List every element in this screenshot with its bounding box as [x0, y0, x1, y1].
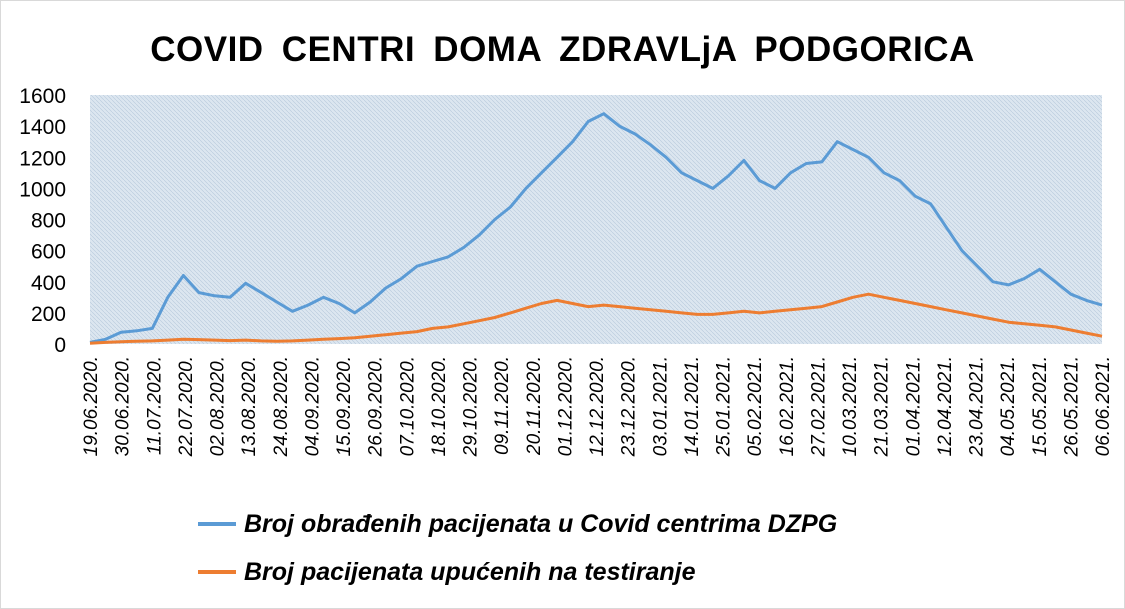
x-tick-label: 13.08.2020.: [239, 356, 260, 456]
x-tick-label: 05.02.2021.: [745, 356, 766, 456]
legend-label-referred: Broj pacijenata upućenih na testiranje: [244, 557, 696, 586]
y-tick-label: 1400: [19, 116, 66, 139]
y-tick-label: 0: [54, 334, 66, 357]
legend-item-referred: Broj pacijenata upućenih na testiranje: [198, 548, 837, 596]
y-tick-label: 400: [31, 272, 66, 295]
x-tick-label: 02.08.2020.: [208, 356, 229, 456]
series-line-1: [89, 292, 1103, 345]
x-tick-label: 21.03.2021.: [872, 356, 893, 457]
y-tick-label: 800: [31, 210, 66, 233]
x-tick-label: 04.09.2020.: [302, 356, 323, 456]
x-tick-label: 19.06.2020.: [81, 356, 102, 456]
x-tick-label: 16.02.2021.: [777, 356, 798, 456]
x-tick-label: 11.07.2020.: [144, 356, 165, 455]
x-tick-label: 23.12.2020.: [619, 356, 640, 457]
legend-label-processed: Broj obrađenih pacijenata u Covid centri…: [244, 509, 838, 538]
x-tick-label: 26.09.2020.: [366, 356, 387, 457]
legend-line-orange: [198, 570, 236, 574]
plot-area: [90, 95, 1102, 344]
legend-item-processed: Broj obrađenih pacijenata u Covid centri…: [198, 500, 837, 548]
x-tick-label: 01.12.2020.: [555, 356, 576, 456]
y-tick-label: 200: [31, 303, 66, 326]
x-tick-label: 07.10.2020.: [397, 356, 418, 456]
x-tick-label: 18.10.2020.: [429, 356, 450, 456]
x-tick-label: 09.11.2020.: [492, 356, 513, 455]
y-tick-label: 600: [31, 241, 66, 264]
y-tick-label: 1000: [19, 178, 66, 201]
x-tick-label: 24.08.2020.: [271, 356, 292, 457]
chart-legend: Broj obrađenih pacijenata u Covid centri…: [198, 500, 837, 596]
y-tick-label: 1200: [19, 147, 66, 170]
x-tick-label: 30.06.2020.: [113, 356, 134, 456]
x-tick-label: 10.03.2021.: [840, 356, 861, 456]
x-tick-label: 06.06.2021.: [1093, 356, 1114, 456]
x-tick-label: 27.02.2021.: [808, 356, 829, 457]
x-tick-label: 12.04.2021.: [935, 356, 956, 456]
x-tick-label: 12.12.2020.: [587, 356, 608, 456]
chart-title: COVID CENTRI DOMA ZDRAVLjA PODGORICA: [150, 30, 975, 69]
x-tick-label: 20.11.2020.: [524, 356, 545, 456]
x-tick-label: 29.10.2020.: [461, 356, 482, 457]
x-tick-label: 22.07.2020.: [176, 356, 197, 457]
series-line-0: [89, 112, 1103, 344]
x-tick-label: 15.05.2021.: [1030, 356, 1051, 456]
x-tick-label: 26.05.2021.: [1061, 356, 1082, 457]
x-tick-label: 04.05.2021.: [998, 356, 1019, 456]
x-tick-label: 15.09.2020.: [334, 356, 355, 456]
x-tick-label: 01.04.2021.: [903, 356, 924, 456]
x-tick-label: 14.01.2021.: [682, 356, 703, 456]
x-tick-label: 03.01.2021.: [650, 356, 671, 456]
x-tick-label: 25.01.2021.: [714, 356, 735, 457]
x-tick-label: 23.04.2021.: [967, 356, 988, 457]
legend-line-blue: [198, 522, 236, 526]
y-tick-label: 1600: [19, 85, 66, 108]
